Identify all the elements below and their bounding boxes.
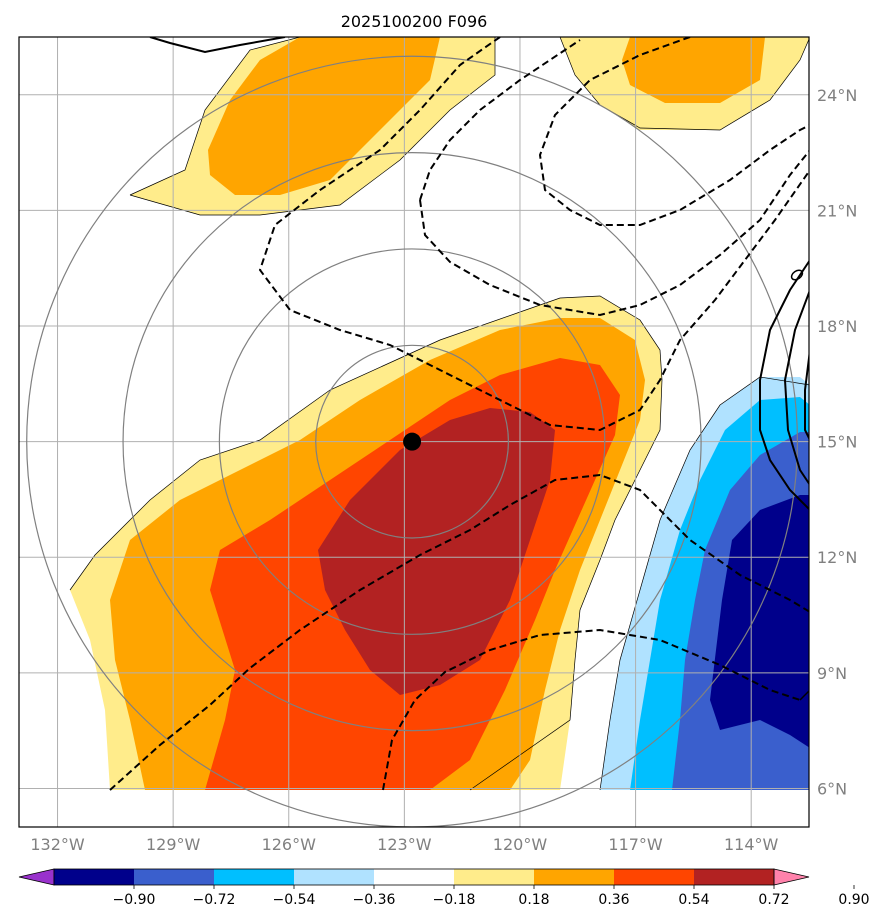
- colorbar-segment: [214, 869, 295, 885]
- longitude-label: 129°W: [146, 835, 201, 854]
- thin-contours: [69, 37, 809, 791]
- range-rings: [26, 55, 798, 827]
- colorbar-segment: [614, 869, 695, 885]
- longitude-label: 120°W: [493, 835, 548, 854]
- colorbar-tick-label: −0.72: [193, 892, 236, 908]
- positive-blob-northeast: [560, 37, 809, 130]
- storm-center-marker: [403, 432, 422, 451]
- dashed-contour-3: [258, 37, 809, 432]
- solid-contour-south: [799, 689, 809, 701]
- longitude-label: 126°W: [262, 835, 317, 854]
- solid-contour-east-2: [783, 289, 809, 486]
- positive-blob-main: [70, 296, 662, 790]
- colorbar-frame: [53, 868, 775, 886]
- colorbar-segment: [534, 869, 615, 885]
- positive-blob-northwest: [130, 37, 495, 215]
- map-area: [19, 37, 809, 827]
- latitude-label: 9°N: [817, 664, 847, 683]
- colorbar-tick-label: −0.36: [353, 892, 396, 908]
- range-ring: [315, 344, 510, 539]
- shade-pos-2: [208, 37, 440, 195]
- shade-pos-4: [318, 408, 555, 695]
- dashed-contour-1: [109, 473, 809, 791]
- solid-contour-east-1: [759, 259, 809, 511]
- thin-contour-southeast: [599, 376, 809, 791]
- latitude-label: 24°N: [817, 86, 857, 105]
- solid-contours: [149, 37, 809, 701]
- solid-contour-north: [149, 37, 286, 54]
- colorbar-tick-label: 0.36: [598, 892, 629, 908]
- colorbar-segment: [454, 869, 535, 885]
- colorbar-tick-label: 0.90: [838, 892, 869, 908]
- longitude-label: 132°W: [30, 835, 85, 854]
- latitude-label: 15°N: [817, 433, 857, 452]
- dashed-contour-5: [419, 149, 809, 317]
- dashed-contour-2: [382, 628, 801, 791]
- dashed-contour-4: [419, 39, 581, 201]
- colorbar-extend-low: [18, 868, 55, 886]
- range-ring: [26, 55, 798, 827]
- thin-contour-northeast: [559, 37, 809, 131]
- plot-title: 2025100200 F096: [341, 12, 488, 31]
- solid-contour-small-ring: [790, 269, 804, 281]
- range-ring: [218, 248, 606, 635]
- colorbar-tick-label: −0.54: [273, 892, 316, 908]
- longitude-label: 117°W: [608, 835, 663, 854]
- colorbar-segment: [294, 869, 375, 885]
- colorbar-tick-label: 0.54: [678, 892, 709, 908]
- colorbar: −0.90 −0.72 −0.54 −0.36 −0.18 0.18 0.36 0.54 0.7…: [18, 868, 870, 908]
- longitude-label: 114°W: [724, 835, 779, 854]
- colorbar-tick-label: 0.72: [758, 892, 789, 908]
- shade-neg-4: [710, 495, 809, 748]
- shade-pos-2: [622, 37, 765, 103]
- dashed-contour-6: [538, 37, 809, 226]
- latitude-label: 18°N: [817, 317, 857, 336]
- latitude-label: 12°N: [817, 548, 857, 567]
- colorbar-tick-label: 0.18: [518, 892, 549, 908]
- longitude-labels: 132°W 129°W 126°W 123°W 120°W 117°W 114°W: [30, 835, 778, 854]
- dashed-contours: [109, 37, 809, 791]
- colorbar-tick-label: −0.90: [113, 892, 156, 908]
- colorbar-segment: [374, 869, 455, 885]
- latitude-label: 6°N: [817, 779, 847, 798]
- range-ring: [122, 152, 702, 732]
- negative-blob-southeast: [600, 377, 809, 790]
- thin-contour-northwest: [129, 37, 496, 216]
- colorbar-segment: [134, 869, 215, 885]
- colorbar-segment: [54, 869, 135, 885]
- map-frame: [18, 36, 810, 828]
- longitude-label: 123°W: [377, 835, 432, 854]
- solid-contour-east-3: [804, 349, 809, 441]
- colorbar-tick-label: −0.18: [433, 892, 476, 908]
- latitude-labels: 6°N 9°N 12°N 15°N 18°N 21°N 24°N: [817, 86, 857, 799]
- latitude-label: 21°N: [817, 201, 857, 220]
- colorbar-segment: [694, 869, 775, 885]
- colorbar-extend-high: [773, 868, 810, 886]
